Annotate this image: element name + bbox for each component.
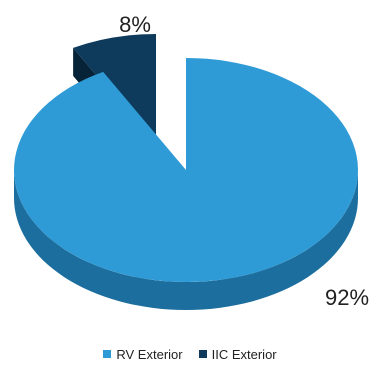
legend-label-iic-exterior: IIC Exterior	[211, 346, 277, 362]
slice-rv-exterior	[13, 58, 358, 310]
legend-label-rv-exterior: RV Exterior	[116, 346, 183, 362]
data-label-rv-exterior: 92%	[325, 285, 369, 310]
slice-side-rv-exterior	[14, 170, 358, 310]
legend-item-rv-exterior: RV Exterior	[103, 346, 183, 362]
slice-top-rv-exterior	[13, 58, 358, 282]
legend: RV Exterior IIC Exterior	[0, 344, 380, 364]
data-label-iic-exterior: 8%	[119, 12, 151, 37]
legend-swatch-rv-exterior	[103, 350, 112, 358]
legend-swatch-iic-exterior	[198, 350, 207, 358]
legend-item-iic-exterior: IIC Exterior	[198, 346, 277, 362]
